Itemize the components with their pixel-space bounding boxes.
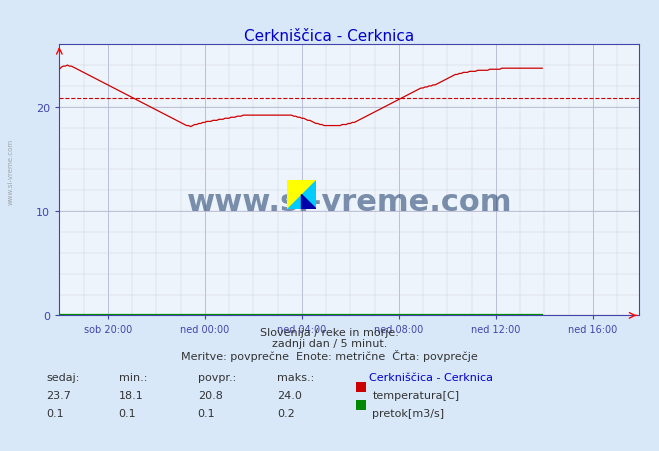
Text: 20.8: 20.8 — [198, 390, 223, 400]
Text: pretok[m3/s]: pretok[m3/s] — [372, 408, 444, 418]
Text: 0.1: 0.1 — [198, 408, 215, 418]
Text: Cerkniščica - Cerknica: Cerkniščica - Cerknica — [369, 372, 493, 382]
Text: povpr.:: povpr.: — [198, 372, 236, 382]
Text: sedaj:: sedaj: — [46, 372, 80, 382]
Text: 23.7: 23.7 — [46, 390, 71, 400]
Text: 0.1: 0.1 — [119, 408, 136, 418]
Text: temperatura[C]: temperatura[C] — [372, 390, 459, 400]
Text: Meritve: povprečne  Enote: metrične  Črta: povprečje: Meritve: povprečne Enote: metrične Črta:… — [181, 350, 478, 362]
Text: zadnji dan / 5 minut.: zadnji dan / 5 minut. — [272, 338, 387, 348]
Text: min.:: min.: — [119, 372, 147, 382]
Text: www.si-vreme.com: www.si-vreme.com — [186, 188, 512, 216]
Polygon shape — [302, 195, 316, 210]
Text: 0.2: 0.2 — [277, 408, 295, 418]
Polygon shape — [287, 180, 316, 210]
Text: Cerkniščica - Cerknica: Cerkniščica - Cerknica — [244, 29, 415, 44]
Text: maks.:: maks.: — [277, 372, 314, 382]
Text: 24.0: 24.0 — [277, 390, 302, 400]
Polygon shape — [287, 180, 316, 210]
Text: 18.1: 18.1 — [119, 390, 144, 400]
Text: Slovenija / reke in morje.: Slovenija / reke in morje. — [260, 327, 399, 337]
Text: www.si-vreme.com: www.si-vreme.com — [8, 138, 14, 204]
Text: 0.1: 0.1 — [46, 408, 64, 418]
